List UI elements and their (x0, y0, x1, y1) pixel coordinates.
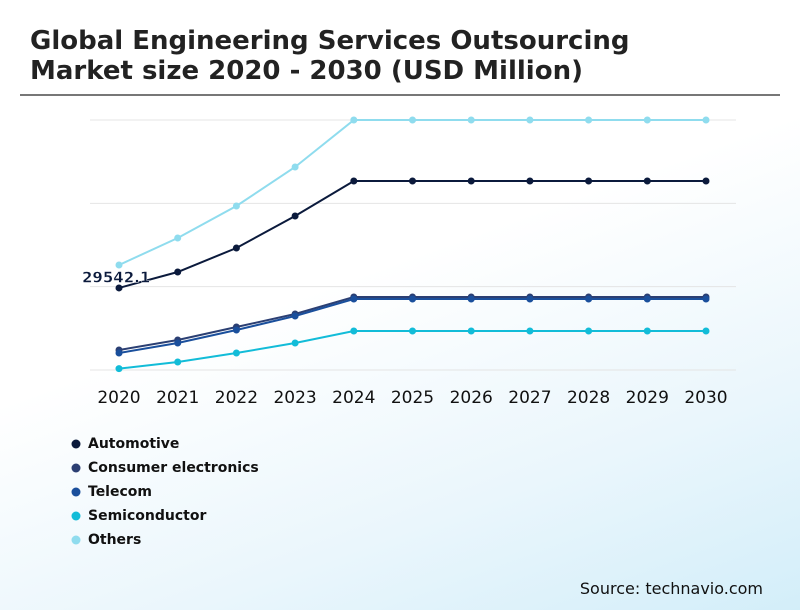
data-point (115, 365, 123, 373)
data-point (467, 295, 475, 303)
data-point (585, 327, 593, 335)
data-point (350, 327, 358, 335)
data-point (643, 327, 651, 335)
data-point (291, 163, 299, 171)
data-point (526, 327, 534, 335)
series-line (118, 180, 706, 289)
data-point (350, 116, 358, 124)
data-point (232, 349, 240, 357)
data-point (350, 295, 358, 303)
data-point (467, 116, 475, 124)
data-point (702, 116, 710, 124)
data-point (702, 295, 710, 303)
data-point (526, 177, 534, 185)
data-point (409, 295, 416, 303)
data-point (350, 177, 358, 185)
data-point (174, 358, 182, 366)
data-point (585, 177, 593, 185)
data-point (232, 244, 240, 252)
legend-marker (71, 535, 81, 545)
x-tick-label: 2030 (684, 388, 727, 408)
data-point (585, 295, 593, 303)
data-point (526, 116, 534, 124)
series-line (118, 298, 706, 354)
x-tick-label: 2021 (156, 388, 199, 408)
x-tick-label: 2022 (215, 388, 258, 408)
legend-marker (71, 487, 81, 497)
legend-label: Others (88, 532, 141, 548)
legend-label: Consumer electronics (88, 460, 259, 476)
data-point (291, 312, 299, 320)
series-line (118, 119, 706, 266)
legend-marker (71, 439, 81, 449)
data-point (526, 295, 534, 303)
x-tick-label: 2026 (450, 388, 493, 408)
series-line (118, 296, 706, 351)
data-label: 29542.1 (82, 268, 150, 286)
source: Source: technavio.com (579, 579, 763, 598)
legend-label: Semiconductor (88, 508, 206, 524)
legend-marker (71, 463, 81, 473)
data-point (643, 116, 651, 124)
data-point (409, 116, 416, 124)
legend-marker (71, 511, 81, 521)
data-point (232, 202, 240, 210)
x-tick-label: 2027 (508, 388, 551, 408)
data-point (291, 339, 299, 347)
data-point (702, 327, 710, 335)
x-tick-label: 2023 (273, 388, 316, 408)
x-tick-label: 2025 (391, 388, 434, 408)
data-point (232, 326, 240, 334)
data-point (115, 284, 123, 292)
x-tick-label: 2028 (567, 388, 610, 408)
title-rule (20, 94, 780, 96)
data-point (467, 327, 475, 335)
data-point (643, 177, 651, 185)
data-point (174, 268, 182, 276)
data-point (115, 261, 123, 269)
data-point (467, 177, 475, 185)
data-point (643, 295, 651, 303)
data-point (585, 116, 593, 124)
legend-label: Telecom (88, 484, 152, 500)
x-tick-label: 2024 (332, 388, 375, 408)
x-tick-label: 2020 (97, 388, 140, 408)
data-point (702, 177, 710, 185)
chart-title: Global Engineering Services Outsourcing … (30, 26, 630, 86)
data-point (174, 234, 182, 242)
data-point (409, 327, 416, 335)
legend-label: Automotive (88, 436, 179, 452)
data-point (174, 339, 182, 347)
data-point (291, 212, 299, 220)
data-point (409, 177, 416, 185)
x-tick-label: 2029 (626, 388, 669, 408)
data-point (115, 349, 123, 357)
